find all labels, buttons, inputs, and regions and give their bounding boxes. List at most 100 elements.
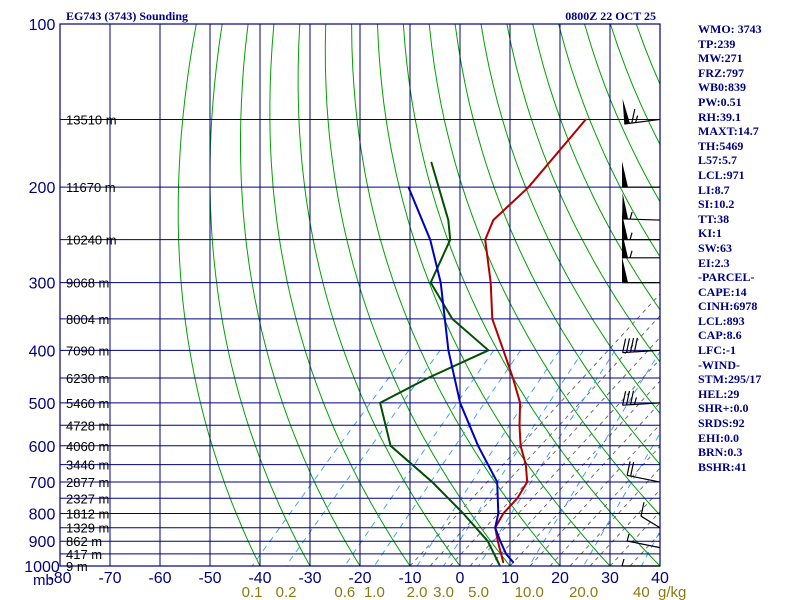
dewpoint-point xyxy=(427,377,429,379)
mixing-ratio-label: 1.0 xyxy=(364,584,385,600)
wind-barb xyxy=(621,161,661,188)
wind-barb-half xyxy=(629,250,633,258)
dry-adiabat xyxy=(324,24,511,566)
dewpoint-point xyxy=(430,161,433,164)
temperature-tick-label: -10 xyxy=(398,570,421,587)
wind-pennant xyxy=(622,98,630,124)
index-item: BRN:0.3 xyxy=(698,445,743,460)
temperature-tick-label: 40 xyxy=(651,570,669,587)
index-item: HEL:29 xyxy=(698,386,740,401)
wind-staff xyxy=(622,402,661,406)
dewpoint-point xyxy=(431,481,434,483)
wind-barb-full xyxy=(640,502,645,517)
index-item: TP:239 xyxy=(698,36,736,51)
height-label: 417 m xyxy=(66,547,102,562)
height-labels: 13510 m 11670 m 10240 m 9068 m 8004 m 7090 m 6… xyxy=(66,112,117,574)
pressure-tick-label: 800 xyxy=(29,507,56,524)
index-item: SW:63 xyxy=(698,240,733,255)
dewpoint-trace xyxy=(378,162,501,566)
height-label: 13510 m xyxy=(66,112,117,127)
index-item: STM:295/17 xyxy=(698,372,762,387)
height-label: 4060 m xyxy=(66,439,109,454)
height-label: 10240 m xyxy=(66,233,117,248)
wind-pennant xyxy=(622,231,628,258)
mixing-ratio-label: 40 xyxy=(633,584,650,600)
wind-barb-full xyxy=(631,108,636,124)
pressure-tick-label: 400 xyxy=(29,343,56,360)
index-item: MW:271 xyxy=(698,51,743,66)
temperature-point xyxy=(526,481,528,483)
mixing-ratio-label: 5.0 xyxy=(468,584,489,600)
temperature-tick-label: -20 xyxy=(348,570,371,587)
temperature-point xyxy=(484,238,487,241)
parcel-point xyxy=(407,186,410,188)
dry-adiabat xyxy=(177,24,261,566)
dewpoint-point xyxy=(379,402,381,404)
parcel-point xyxy=(497,512,500,515)
mixing-ratio-label: 0.1 xyxy=(242,584,263,600)
parcel-point xyxy=(512,561,515,564)
parcel-point xyxy=(439,281,442,284)
wind-barb-full xyxy=(629,337,635,353)
mixing-ratio-label: 2.0 xyxy=(407,584,428,600)
temperature-point xyxy=(502,512,505,515)
temperature-tick-label: 30 xyxy=(601,570,619,587)
dewpoint-point xyxy=(487,349,490,352)
height-label: 5460 m xyxy=(66,396,109,411)
index-item: SI:10.2 xyxy=(698,197,735,212)
wind-barb-full xyxy=(625,338,631,353)
temperature-point xyxy=(502,561,505,564)
temperature-tick-label: -70 xyxy=(98,570,121,587)
wind-barb-half xyxy=(629,211,633,220)
mixing-ratio-label: 3.0 xyxy=(433,584,454,600)
dewpoint-point xyxy=(462,512,465,515)
dry-adiabat xyxy=(269,24,411,566)
wind-barb xyxy=(621,231,661,259)
wind-pennant xyxy=(622,193,629,220)
height-label: 1329 m xyxy=(66,521,109,536)
pressure-unit-label: mb xyxy=(33,572,54,589)
dry-adiabat xyxy=(240,24,361,566)
pressure-tick-label: 500 xyxy=(29,396,56,413)
height-label: 8004 m xyxy=(66,312,109,327)
pressure-tick-label: 100 xyxy=(29,17,56,34)
temperature-point xyxy=(516,497,519,500)
temperature-tick-label: 0 xyxy=(456,570,465,587)
temperature-point xyxy=(489,281,492,284)
wind-barb-full xyxy=(625,390,631,406)
mixing-ratio-line xyxy=(478,350,616,566)
temperature-point xyxy=(497,540,499,542)
height-label: 9068 m xyxy=(66,276,109,291)
pressure-tick-label: 600 xyxy=(29,439,56,456)
temperature-point xyxy=(585,118,587,121)
wind-barb-full xyxy=(622,391,627,406)
index-item: FRZ:797 xyxy=(698,65,744,80)
wind-barb xyxy=(626,461,661,483)
temperature-point xyxy=(527,186,530,188)
index-item: LFC:-1 xyxy=(698,343,736,358)
temperature-tick-label: 10 xyxy=(501,570,519,587)
height-label: 7090 m xyxy=(66,343,109,358)
temperature-tick-label: -80 xyxy=(48,570,71,587)
wind-pennant xyxy=(622,161,628,188)
wind-barb xyxy=(626,533,661,549)
index-item: LCL:971 xyxy=(698,167,745,182)
wind-barb xyxy=(622,390,661,406)
wind-barb-full xyxy=(633,337,638,353)
wind-staff xyxy=(626,540,661,549)
wind-barb xyxy=(621,558,660,567)
wind-staff xyxy=(622,349,661,354)
index-item: TH:5469 xyxy=(698,138,744,153)
mixing-ratio-label: 0.6 xyxy=(334,584,355,600)
height-label: 11670 m xyxy=(66,180,116,195)
wind-barb-half xyxy=(633,397,637,405)
dry-adiabat xyxy=(351,24,561,566)
wind-barb-half xyxy=(626,533,630,542)
sounding-indices-panel: WMO: 3743 TP:239 MW:271 FRZ:797 WB0:839 PW:0.… xyxy=(698,22,798,474)
temperature-point xyxy=(491,318,494,320)
parcel-point xyxy=(494,526,497,529)
parcel-point xyxy=(429,238,432,241)
wind-barb xyxy=(621,213,661,241)
temperature-point xyxy=(525,463,527,466)
